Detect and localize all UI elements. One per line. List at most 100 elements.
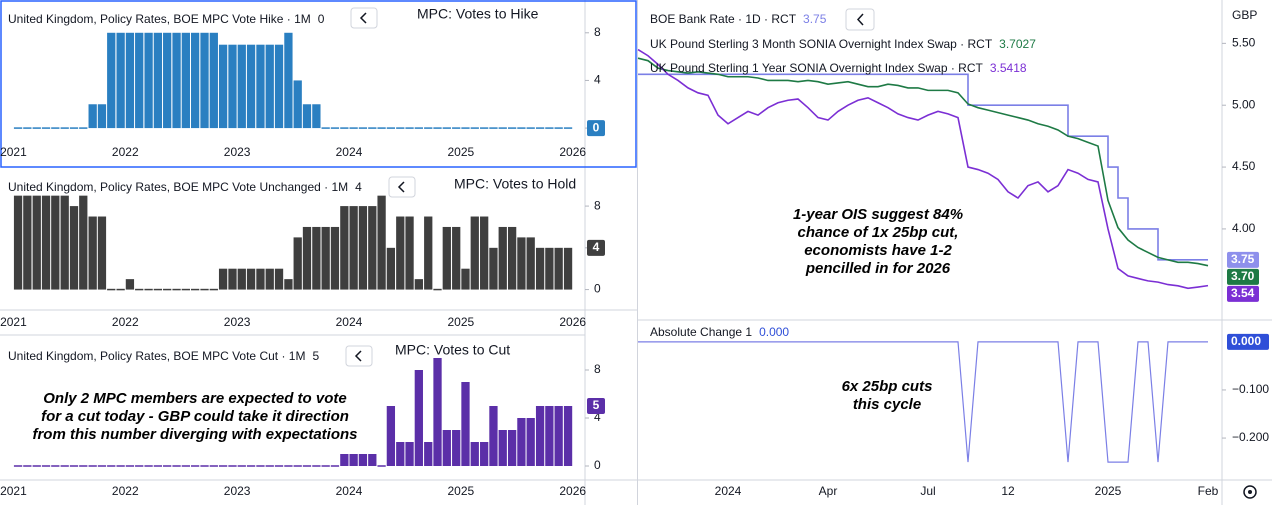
panel-label: MPC: Votes to Cut bbox=[395, 342, 510, 358]
bar bbox=[368, 206, 377, 290]
bar bbox=[340, 206, 349, 290]
legend-name: Absolute Change 1 bbox=[650, 325, 752, 339]
bar bbox=[144, 465, 153, 467]
bar bbox=[246, 268, 256, 290]
bar bbox=[97, 216, 107, 290]
bar bbox=[135, 288, 144, 291]
bar bbox=[526, 127, 535, 129]
bar bbox=[284, 32, 293, 129]
bar bbox=[470, 442, 479, 466]
bar bbox=[405, 127, 414, 129]
series-line bbox=[637, 48, 1209, 290]
bar bbox=[265, 44, 274, 129]
bar bbox=[256, 44, 265, 129]
bar bbox=[274, 268, 284, 290]
bar bbox=[51, 127, 60, 129]
bar bbox=[190, 465, 200, 467]
x-tick-label: 2024 bbox=[715, 484, 742, 498]
annotation: economists have 1-2 bbox=[804, 242, 952, 259]
bar bbox=[218, 44, 228, 129]
collapse-button[interactable] bbox=[345, 345, 373, 367]
collapse-button[interactable] bbox=[845, 8, 875, 31]
bar bbox=[507, 127, 517, 129]
x-tick-label: 2021 bbox=[0, 315, 27, 329]
bar bbox=[256, 268, 265, 290]
annotation: 1-year OIS suggest 84% bbox=[793, 206, 963, 223]
bar bbox=[433, 127, 442, 129]
bar bbox=[172, 288, 181, 291]
value-badge bbox=[587, 398, 605, 414]
bar bbox=[181, 288, 190, 291]
bar bbox=[181, 465, 190, 467]
bar bbox=[60, 127, 69, 129]
bar bbox=[125, 465, 135, 467]
bar bbox=[480, 442, 489, 466]
settings-button[interactable] bbox=[1243, 485, 1257, 499]
x-tick-label: 2026 bbox=[559, 315, 586, 329]
collapse-button[interactable] bbox=[388, 176, 416, 198]
bar bbox=[163, 288, 172, 291]
y-tick-label: 5.00 bbox=[1232, 97, 1256, 111]
legend-value: 5 bbox=[312, 349, 319, 363]
bar bbox=[79, 465, 88, 467]
bar bbox=[470, 127, 479, 129]
legend-value: 4 bbox=[355, 180, 362, 194]
bar bbox=[246, 44, 256, 129]
change-line bbox=[638, 341, 1208, 463]
bar bbox=[452, 127, 461, 129]
bar bbox=[554, 127, 563, 129]
bar bbox=[321, 127, 330, 129]
value-badge-label: 4 bbox=[593, 240, 600, 254]
bar bbox=[442, 430, 451, 466]
bar bbox=[498, 127, 507, 129]
bar bbox=[535, 127, 545, 129]
annotation: chance of 1x 25bp cut, bbox=[798, 224, 959, 241]
x-tick-label: 2024 bbox=[336, 145, 363, 159]
bar bbox=[461, 268, 470, 290]
bar bbox=[172, 32, 181, 129]
chevron bbox=[359, 12, 367, 24]
bar bbox=[377, 195, 386, 290]
x-tick-label: 2024 bbox=[336, 315, 363, 329]
x-tick-label: 2022 bbox=[112, 145, 139, 159]
x-tick-label: 2026 bbox=[559, 145, 586, 159]
value-badge bbox=[1227, 333, 1269, 350]
bar bbox=[461, 382, 470, 466]
bar bbox=[51, 195, 60, 290]
value-badge bbox=[1227, 285, 1259, 302]
value-badge-label: 3.75 bbox=[1231, 252, 1255, 266]
bar bbox=[330, 465, 340, 467]
annotation: Only 2 MPC members are expected to vote bbox=[43, 390, 346, 407]
bar bbox=[545, 247, 554, 290]
y-tick-label: 0 bbox=[594, 458, 601, 472]
y-tick-label: 4 bbox=[594, 73, 601, 87]
bar bbox=[377, 127, 386, 129]
bar bbox=[554, 406, 563, 466]
collapse-button[interactable] bbox=[350, 7, 378, 29]
bar bbox=[237, 465, 246, 467]
bar bbox=[284, 279, 293, 290]
bar bbox=[163, 32, 172, 129]
bar bbox=[256, 465, 265, 467]
bar bbox=[517, 237, 526, 290]
bar bbox=[424, 216, 433, 290]
bar bbox=[228, 268, 237, 290]
bar bbox=[218, 465, 228, 467]
bar bbox=[312, 226, 321, 290]
bar bbox=[23, 465, 32, 467]
selected-panel-frame bbox=[0, 0, 637, 168]
bar bbox=[358, 127, 368, 129]
bar bbox=[107, 32, 116, 129]
bar bbox=[153, 32, 163, 129]
bar bbox=[368, 454, 377, 466]
bar bbox=[97, 104, 107, 129]
bar bbox=[424, 442, 433, 466]
bar bbox=[433, 288, 442, 291]
x-tick-label: 2025 bbox=[1095, 484, 1122, 498]
y-tick-label: 0 bbox=[594, 282, 601, 296]
bar bbox=[452, 226, 461, 290]
x-tick-label: 2021 bbox=[0, 145, 27, 159]
bar bbox=[23, 127, 32, 129]
annotation: this cycle bbox=[853, 396, 921, 413]
bar bbox=[209, 465, 218, 467]
